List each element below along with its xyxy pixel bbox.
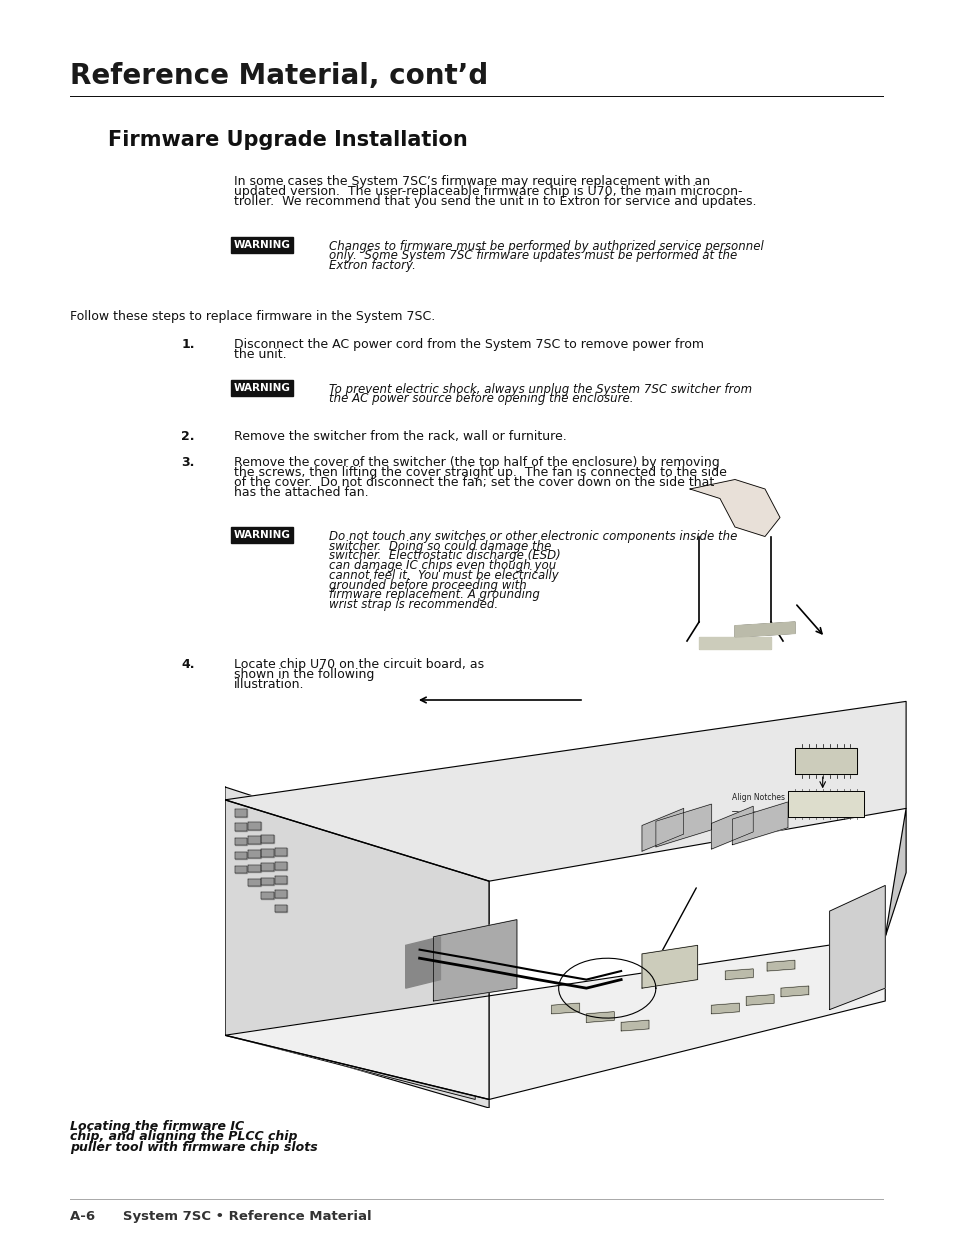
Text: 1.: 1. <box>181 338 194 351</box>
Polygon shape <box>711 806 753 848</box>
Text: Remove the cover of the switcher (the top half of the enclosure) by removing: Remove the cover of the switcher (the to… <box>233 456 719 469</box>
Text: the screws, then lifting the cover straight up.  The fan is connected to the sid: the screws, then lifting the cover strai… <box>233 466 726 479</box>
Polygon shape <box>656 804 711 847</box>
Polygon shape <box>732 802 787 845</box>
Polygon shape <box>274 877 287 884</box>
Text: only.  Some System 7SC firmware updates must be performed at the: only. Some System 7SC firmware updates m… <box>329 249 737 263</box>
Polygon shape <box>274 890 287 898</box>
Text: Reference Material, cont’d: Reference Material, cont’d <box>70 62 487 90</box>
Text: cannot feel it.  You must be electrically: cannot feel it. You must be electrically <box>329 569 558 582</box>
Polygon shape <box>274 848 287 856</box>
Polygon shape <box>225 800 475 1099</box>
Polygon shape <box>225 937 884 1099</box>
Text: illustration.: illustration. <box>233 678 304 692</box>
Text: switcher.  Doing so could damage the: switcher. Doing so could damage the <box>329 540 551 553</box>
Polygon shape <box>405 937 440 988</box>
Polygon shape <box>248 878 260 887</box>
Text: chip, and aligning the PLCC chip: chip, and aligning the PLCC chip <box>70 1130 296 1144</box>
Text: 3.: 3. <box>181 456 194 469</box>
Text: In some cases the System 7SC’s firmware may require replacement with an: In some cases the System 7SC’s firmware … <box>233 175 709 188</box>
Polygon shape <box>586 1011 614 1023</box>
Text: Extron factory.: Extron factory. <box>329 259 416 272</box>
Text: A-6      System 7SC • Reference Material: A-6 System 7SC • Reference Material <box>70 1210 371 1223</box>
Polygon shape <box>433 920 517 1002</box>
Polygon shape <box>225 800 489 1099</box>
Polygon shape <box>274 904 287 913</box>
Polygon shape <box>724 969 753 979</box>
Polygon shape <box>234 852 247 860</box>
Text: the unit.: the unit. <box>233 348 286 361</box>
Polygon shape <box>248 836 260 844</box>
Text: Firmware Upgrade Installation: Firmware Upgrade Installation <box>108 130 467 149</box>
Polygon shape <box>781 986 808 997</box>
Polygon shape <box>234 824 247 831</box>
Polygon shape <box>261 863 274 871</box>
Text: shown in the following: shown in the following <box>233 668 374 680</box>
Polygon shape <box>234 837 247 845</box>
Polygon shape <box>745 994 773 1005</box>
Text: troller.  We recommend that you send the unit in to Extron for service and updat: troller. We recommend that you send the … <box>233 195 756 209</box>
Text: grounded before proceeding with: grounded before proceeding with <box>329 579 526 592</box>
Polygon shape <box>689 479 780 536</box>
Polygon shape <box>711 1003 739 1014</box>
Text: can damage IC chips even though you: can damage IC chips even though you <box>329 559 556 572</box>
Polygon shape <box>274 862 287 869</box>
Polygon shape <box>787 792 863 818</box>
Text: 4.: 4. <box>181 658 194 671</box>
Polygon shape <box>641 809 683 851</box>
Text: firmware replacement. A grounding: firmware replacement. A grounding <box>329 588 539 601</box>
Polygon shape <box>734 622 794 637</box>
Polygon shape <box>248 851 260 858</box>
Text: Align Notches: Align Notches <box>732 793 784 802</box>
Text: puller tool with firmware chip slots: puller tool with firmware chip slots <box>70 1141 317 1153</box>
Text: WARNING: WARNING <box>233 383 291 393</box>
Text: switcher.  Electrostatic discharge (ESD): switcher. Electrostatic discharge (ESD) <box>329 550 560 562</box>
Text: 2.: 2. <box>181 430 194 443</box>
Polygon shape <box>641 945 697 988</box>
Polygon shape <box>234 866 247 873</box>
Text: To prevent electric shock, always unplug the System 7SC switcher from: To prevent electric shock, always unplug… <box>329 383 752 396</box>
Text: the AC power source before opening the enclosure.: the AC power source before opening the e… <box>329 393 633 405</box>
Text: Changes to firmware must be performed by authorized service personnel: Changes to firmware must be performed by… <box>329 240 763 253</box>
Polygon shape <box>248 864 260 872</box>
Polygon shape <box>261 850 274 857</box>
Polygon shape <box>620 1020 648 1031</box>
Polygon shape <box>884 809 905 937</box>
Polygon shape <box>829 885 884 1009</box>
Text: Remove the switcher from the rack, wall or furniture.: Remove the switcher from the rack, wall … <box>233 430 566 443</box>
Text: updated version.  The user-replaceable firmware chip is U70, the main microcon-: updated version. The user-replaceable fi… <box>233 185 741 198</box>
Text: Do not touch any switches or other electronic components inside the: Do not touch any switches or other elect… <box>329 530 737 543</box>
Text: Follow these steps to replace firmware in the System 7SC.: Follow these steps to replace firmware i… <box>70 310 435 324</box>
Polygon shape <box>261 892 274 899</box>
Text: Locate chip U70 on the circuit board, as: Locate chip U70 on the circuit board, as <box>233 658 483 671</box>
Text: WARNING: WARNING <box>233 530 291 540</box>
Text: wrist strap is recommended.: wrist strap is recommended. <box>329 598 497 611</box>
Polygon shape <box>551 1003 578 1014</box>
Polygon shape <box>699 637 770 648</box>
Polygon shape <box>261 835 274 842</box>
Text: Disconnect the AC power cord from the System 7SC to remove power from: Disconnect the AC power cord from the Sy… <box>233 338 703 351</box>
Polygon shape <box>234 809 247 818</box>
Polygon shape <box>225 701 905 881</box>
Polygon shape <box>261 878 274 885</box>
Text: has the attached fan.: has the attached fan. <box>233 487 368 499</box>
Text: WARNING: WARNING <box>233 240 291 249</box>
Polygon shape <box>766 961 794 971</box>
Text: Locating the firmware IC: Locating the firmware IC <box>70 1120 244 1132</box>
Polygon shape <box>225 787 489 1108</box>
Polygon shape <box>248 823 260 830</box>
Polygon shape <box>794 748 857 774</box>
Text: of the cover.  Do not disconnect the fan; set the cover down on the side that: of the cover. Do not disconnect the fan;… <box>233 477 713 489</box>
